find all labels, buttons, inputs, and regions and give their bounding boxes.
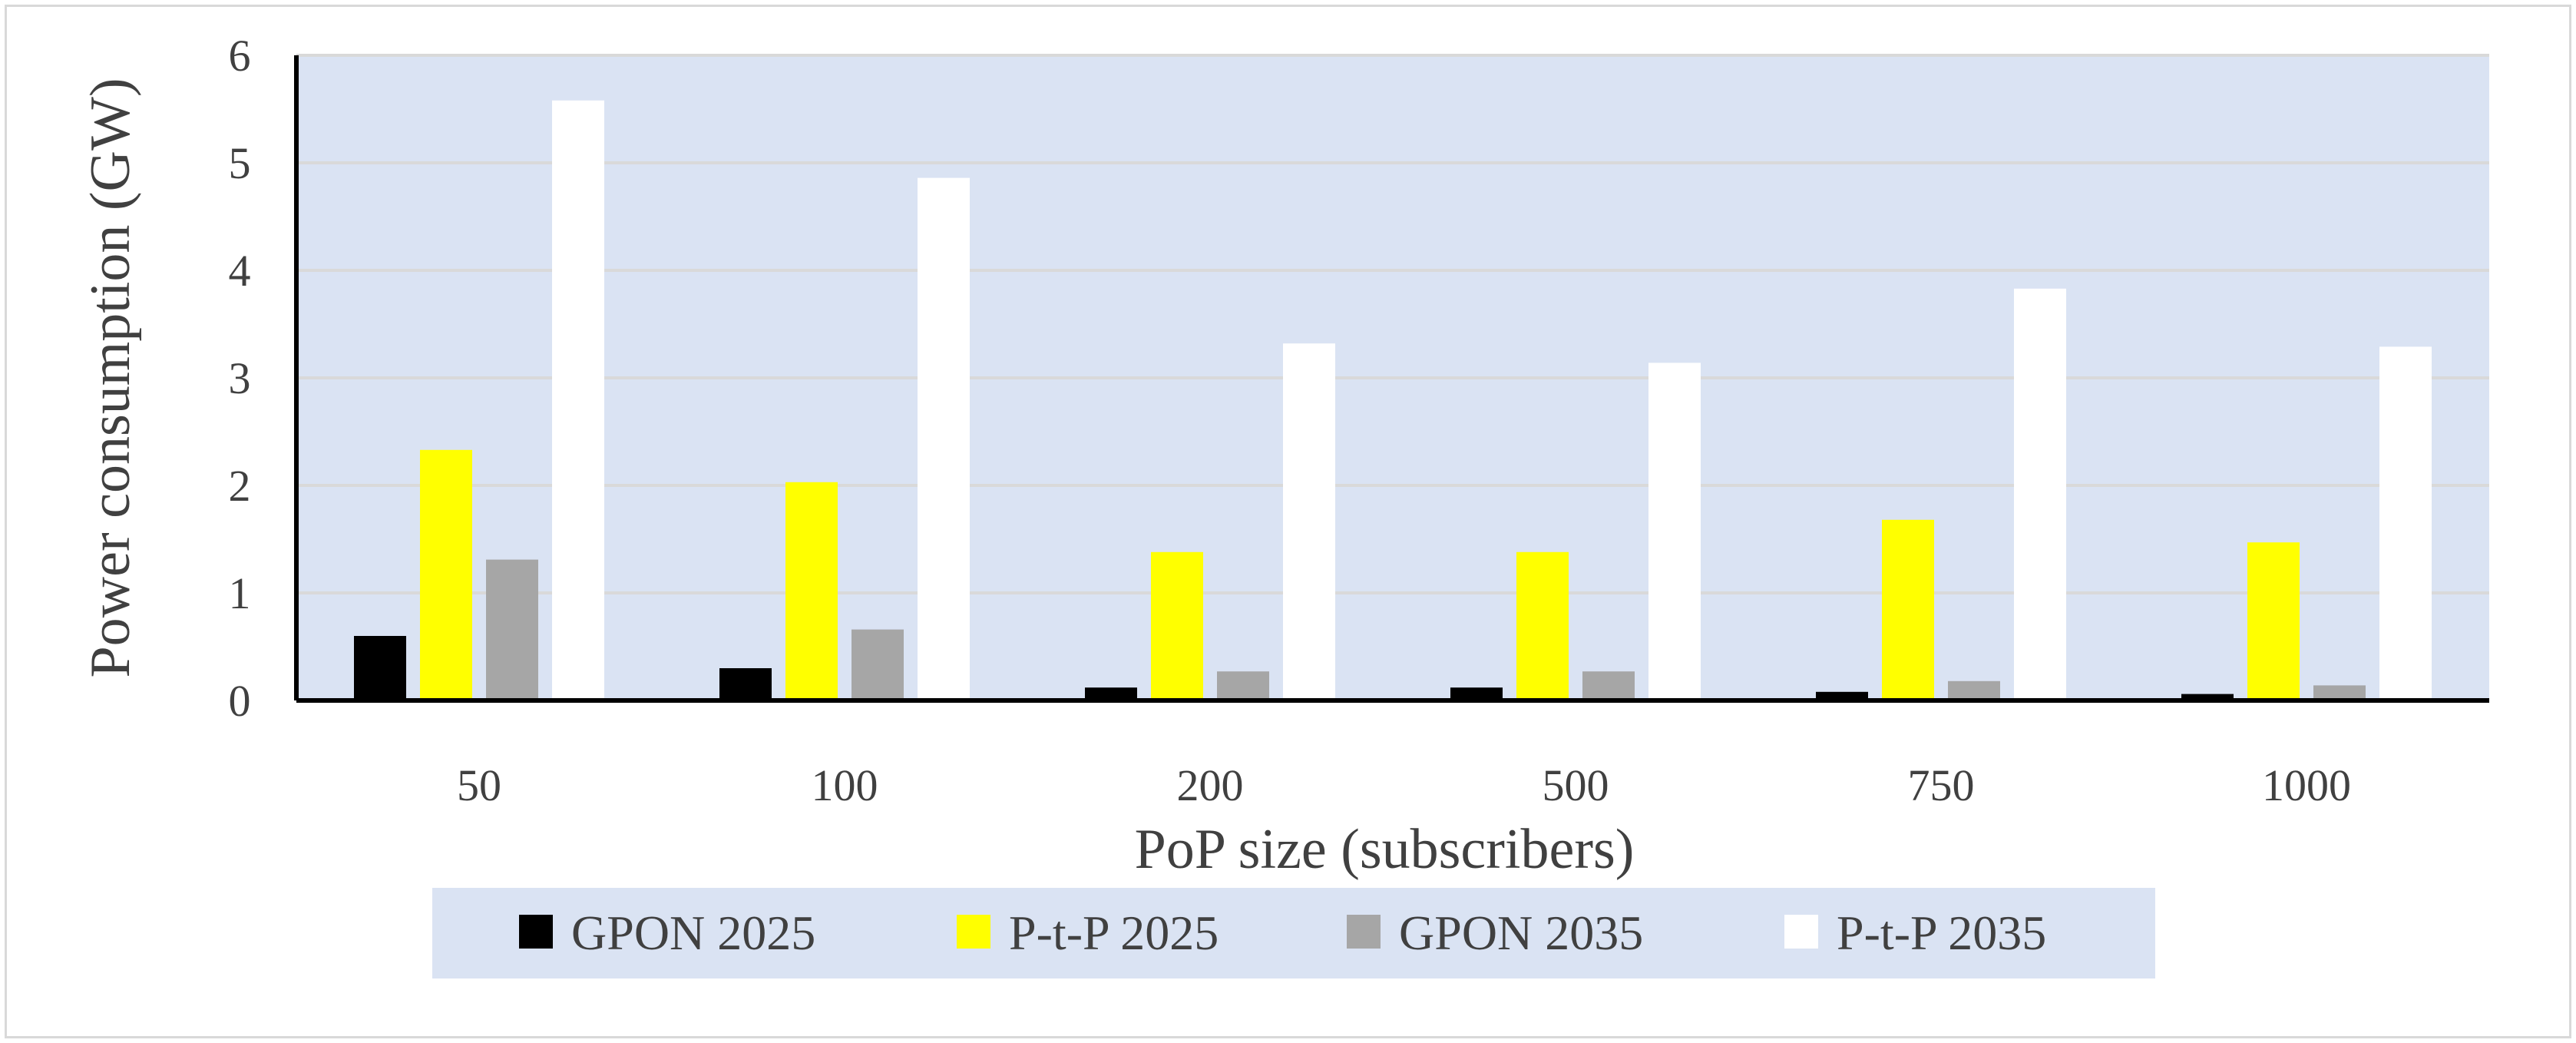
x-tick-label: 50 [457,760,501,810]
bar [1283,343,1335,700]
y-tick-label: 3 [229,353,251,403]
legend-swatch [1347,915,1381,949]
bar [719,668,772,700]
bar [1450,687,1503,700]
legend-swatch [1784,915,1818,949]
y-tick-label: 4 [229,246,251,296]
bar [1085,687,1137,700]
bar [1882,519,1934,700]
legend-label: P-t-P 2035 [1837,906,2046,960]
bar [552,100,604,701]
y-tick-label: 2 [229,461,251,511]
bar [1648,363,1701,700]
legend-label: GPON 2035 [1399,906,1643,960]
bar [1816,691,1868,700]
y-axis-title: Power consumption (GW) [79,78,142,678]
x-tick-label: 750 [1908,760,1975,810]
x-axis-title: PoP size (subscribers) [1135,818,1635,881]
x-tick-label: 500 [1543,760,1609,810]
x-tick-label: 200 [1177,760,1244,810]
legend-label: GPON 2025 [571,906,815,960]
bars [354,100,2432,701]
x-tick-label: 100 [812,760,878,810]
bar [1151,551,1203,700]
y-tick-label: 5 [229,138,251,188]
legend-label: P-t-P 2025 [1009,906,1219,960]
bar [1582,671,1635,700]
bar [2313,685,2366,700]
bar [1948,680,2000,700]
bar [918,177,970,701]
legend-swatch [957,915,990,949]
gridlines [296,54,2489,594]
bar [785,482,838,700]
bar [2379,346,2432,700]
bar [354,636,406,700]
bar [1516,551,1569,700]
bar [852,629,904,700]
y-tick-label: 0 [229,676,251,726]
x-tick-labels: 50 100 200 500 750 1000 [457,760,2351,810]
bar [1217,671,1269,700]
bar [420,449,472,700]
bar [486,559,538,700]
legend-swatch [519,915,553,949]
y-tick-labels: 0 1 2 3 4 5 6 [229,31,251,726]
legend [432,888,2155,978]
bar [2181,694,2234,700]
y-tick-label: 6 [229,31,251,81]
bar [2247,542,2300,700]
legend-items: GPON 2025 P-t-P 2025 GPON 2035 P-t-P 2035 [519,906,2046,960]
bar [2014,288,2066,700]
x-tick-label: 1000 [2262,760,2351,810]
y-tick-label: 1 [229,568,251,618]
